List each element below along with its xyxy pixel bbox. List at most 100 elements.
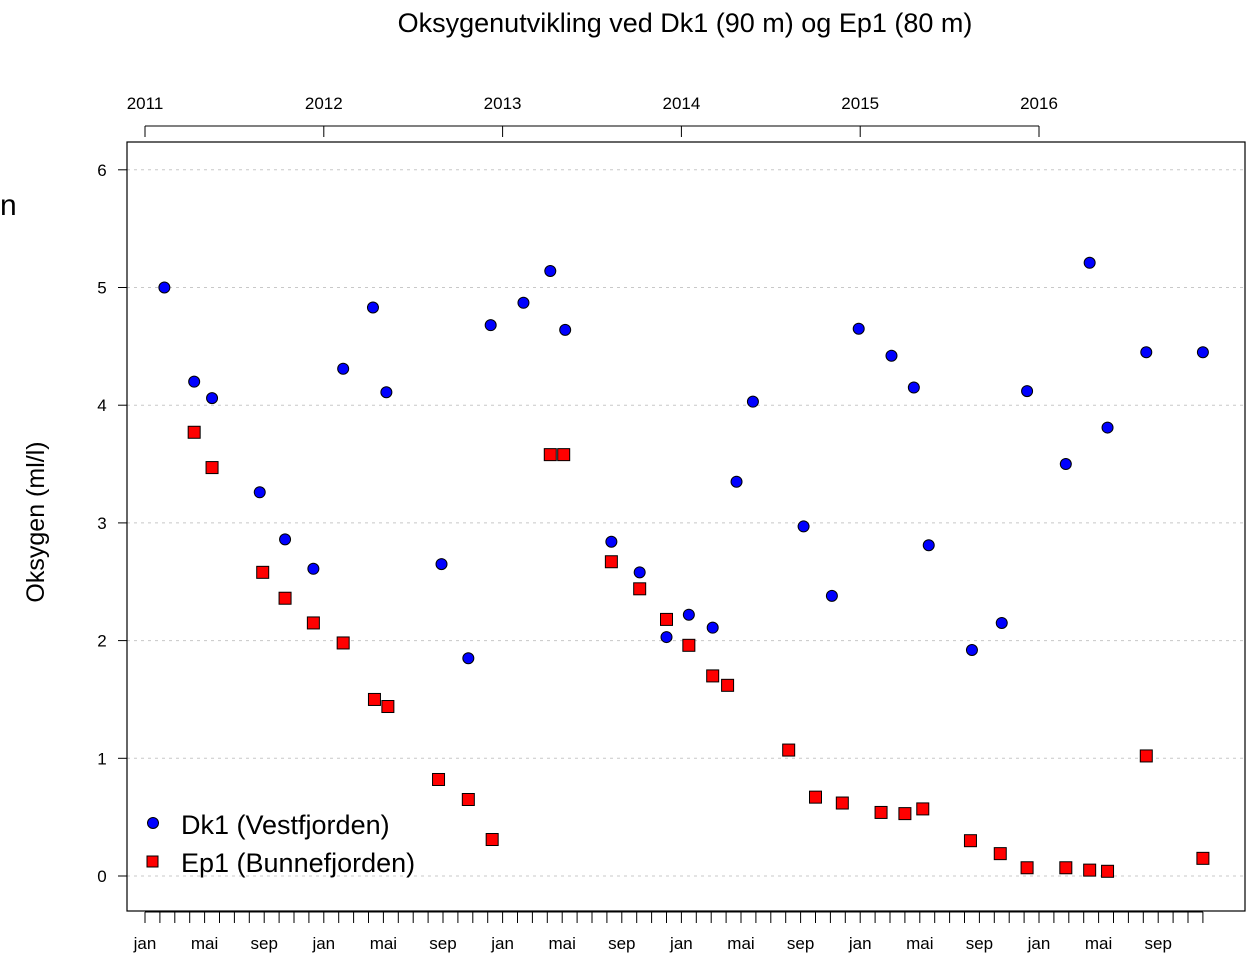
bottom-month-label: sep [608, 934, 635, 953]
chart-title: Oksygenutvikling ved Dk1 (90 m) og Ep1 (… [398, 8, 973, 38]
data-point-ep1 [461, 792, 475, 806]
data-point-ep1 [633, 582, 647, 596]
y-axis-label: Oksygen (ml/l) [22, 441, 50, 602]
data-point-ep1 [993, 847, 1007, 861]
bottom-month-label: mai [906, 934, 933, 953]
data-point-ep1 [381, 700, 395, 714]
legend-label-dk1: Dk1 (Vestfjorden) [181, 810, 390, 840]
data-point-ep1 [485, 833, 499, 847]
data-point-dk1 [307, 562, 320, 575]
gridlines [127, 169, 1245, 877]
bottom-month-label: mai [727, 934, 754, 953]
data-point-dk1 [885, 349, 898, 362]
data-point-dk1 [1083, 256, 1096, 269]
legend: Dk1 (Vestfjorden) Ep1 (Bunnefjorden) [146, 810, 415, 878]
top-year-label: 2011 [127, 94, 164, 113]
data-point-dk1 [852, 322, 865, 335]
data-point-ep1 [205, 461, 219, 475]
data-point-ep1 [432, 772, 446, 786]
data-point-dk1 [188, 375, 201, 388]
data-point-ep1 [1020, 861, 1034, 875]
data-point-ep1 [604, 555, 618, 569]
data-point-dk1 [1021, 385, 1034, 398]
top-year-label: 2016 [1020, 94, 1058, 113]
data-point-dk1 [965, 644, 978, 657]
plot-frame [126, 141, 1246, 912]
cropped-label-fragment: n [0, 189, 17, 222]
bottom-month-label: mai [548, 934, 575, 953]
data-point-dk1 [206, 392, 219, 405]
data-point-ep1 [1083, 863, 1097, 877]
data-point-dk1 [605, 535, 618, 548]
data-point-ep1 [682, 638, 696, 652]
data-point-dk1 [922, 539, 935, 552]
data-point-ep1 [543, 448, 557, 462]
data-point-dk1 [337, 362, 350, 375]
data-point-dk1 [797, 520, 810, 533]
top-year-label: 2014 [662, 94, 700, 113]
data-point-dk1 [1101, 421, 1114, 434]
y-tick-label: 4 [97, 396, 106, 415]
bottom-month-label: jan [1027, 934, 1051, 953]
data-point-dk1 [1140, 346, 1153, 359]
data-point-ep1 [835, 796, 849, 810]
y-tick-label: 6 [97, 161, 106, 180]
data-point-ep1 [306, 616, 320, 630]
bottom-month-label: sep [1144, 934, 1171, 953]
data-point-ep1 [1139, 749, 1153, 763]
legend-label-ep1: Ep1 (Bunnefjorden) [181, 848, 415, 878]
bottom-month-label: jan [848, 934, 872, 953]
data-point-dk1 [366, 301, 379, 314]
data-point-dk1 [995, 616, 1008, 629]
data-point-dk1 [730, 475, 743, 488]
top-year-axis: 2011 2012 2013 2014 2015 2016 [127, 94, 1058, 137]
bottom-month-label: mai [370, 934, 397, 953]
data-point-dk1 [746, 395, 759, 408]
data-point-ep1 [809, 790, 822, 804]
y-axis: 0 1 2 3 4 5 6 [97, 161, 128, 886]
bottom-month-label: mai [1085, 934, 1112, 953]
bottom-month-label: jan [311, 934, 335, 953]
y-tick-label: 5 [97, 279, 106, 298]
data-point-ep1 [706, 669, 720, 683]
data-point-dk1 [825, 589, 838, 602]
y-tick-label: 2 [97, 632, 106, 651]
data-point-ep1 [256, 565, 270, 579]
bottom-month-axis: jan mai sep jan mai sep jan mai sep jan mai sep jan m… [133, 911, 1204, 953]
series-ep1 [187, 425, 1210, 878]
data-point-dk1 [682, 608, 695, 621]
legend-marker-ep1 [146, 855, 159, 868]
series-dk1 [158, 256, 1209, 665]
data-point-ep1 [898, 807, 912, 821]
data-point-dk1 [1196, 346, 1209, 359]
bottom-month-label: sep [429, 934, 456, 953]
data-point-dk1 [559, 323, 572, 336]
data-point-dk1 [253, 486, 266, 499]
data-point-ep1 [557, 448, 571, 462]
y-tick-label: 0 [97, 867, 106, 886]
data-point-ep1 [1059, 861, 1073, 875]
data-points [158, 256, 1210, 878]
data-point-dk1 [633, 566, 646, 579]
y-tick-label: 3 [97, 514, 106, 533]
data-point-ep1 [660, 612, 673, 626]
data-point-dk1 [660, 631, 673, 644]
data-point-dk1 [484, 319, 497, 332]
data-point-dk1 [1059, 458, 1072, 471]
data-point-ep1 [916, 802, 930, 816]
data-point-dk1 [435, 558, 448, 571]
data-point-ep1 [1196, 851, 1210, 865]
y-tick-label: 1 [97, 749, 106, 768]
top-year-label: 2013 [484, 94, 522, 113]
top-year-label: 2012 [305, 94, 343, 113]
data-point-ep1 [336, 636, 350, 650]
data-point-dk1 [158, 281, 171, 294]
data-point-ep1 [1101, 864, 1115, 878]
data-point-dk1 [517, 296, 530, 309]
bottom-month-label: jan [490, 934, 514, 953]
top-year-label: 2015 [841, 94, 879, 113]
data-point-ep1 [782, 743, 796, 757]
data-point-ep1 [187, 425, 201, 439]
data-point-dk1 [462, 652, 475, 665]
